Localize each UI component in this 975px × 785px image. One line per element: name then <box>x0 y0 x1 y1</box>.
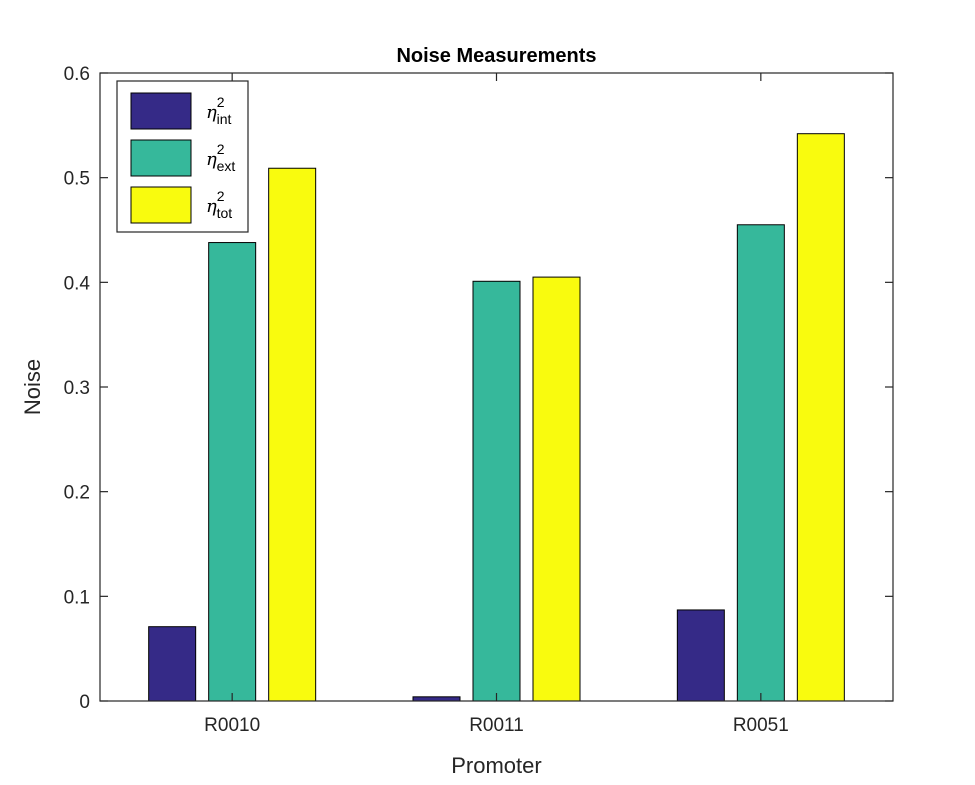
bar-r0051-tot <box>796 133 845 702</box>
legend-label-tot: η2 tot <box>206 188 232 221</box>
y-tick-label: 0.4 <box>64 273 91 294</box>
bar-r0010-tot <box>268 167 317 702</box>
y-axis-label: Noise <box>20 359 45 415</box>
bar-r0051-ext <box>736 224 785 702</box>
bar-r0051-int <box>676 609 725 702</box>
x-tick-label: R0051 <box>733 715 789 736</box>
x-axis-label: Promoter <box>451 753 541 778</box>
legend: η2 int η2 ext η2 tot <box>116 80 249 233</box>
bars-layer <box>148 133 845 702</box>
bar-r0010-ext <box>208 242 257 702</box>
chart-title: Noise Measurements <box>396 45 596 67</box>
x-tick-label: R0010 <box>204 715 260 736</box>
bar-r0010-int <box>148 626 197 702</box>
legend-label-ext: η2 ext <box>206 141 235 174</box>
y-tick-label: 0.5 <box>64 169 90 190</box>
y-tick-label: 0 <box>79 692 90 713</box>
legend-label-int: η2 int <box>206 94 231 127</box>
axes-layer: 0 0.1 0.2 0.3 0.4 0.5 0.6 R0010 R0011 R0051 <box>64 64 894 736</box>
bar-r0011-tot <box>532 276 581 702</box>
x-tick-label: R0011 <box>469 715 524 736</box>
y-tick-label: 0.1 <box>64 587 90 608</box>
bar-r0011-int <box>412 696 461 702</box>
y-tick-label: 0.6 <box>64 64 90 85</box>
y-tick-label: 0.3 <box>64 378 90 399</box>
legend-swatch-ext <box>130 139 192 177</box>
bar-r0011-ext <box>472 280 521 702</box>
y-tick-label: 0.2 <box>64 483 90 504</box>
legend-swatch-tot <box>130 186 192 224</box>
legend-swatch-int <box>130 92 192 130</box>
